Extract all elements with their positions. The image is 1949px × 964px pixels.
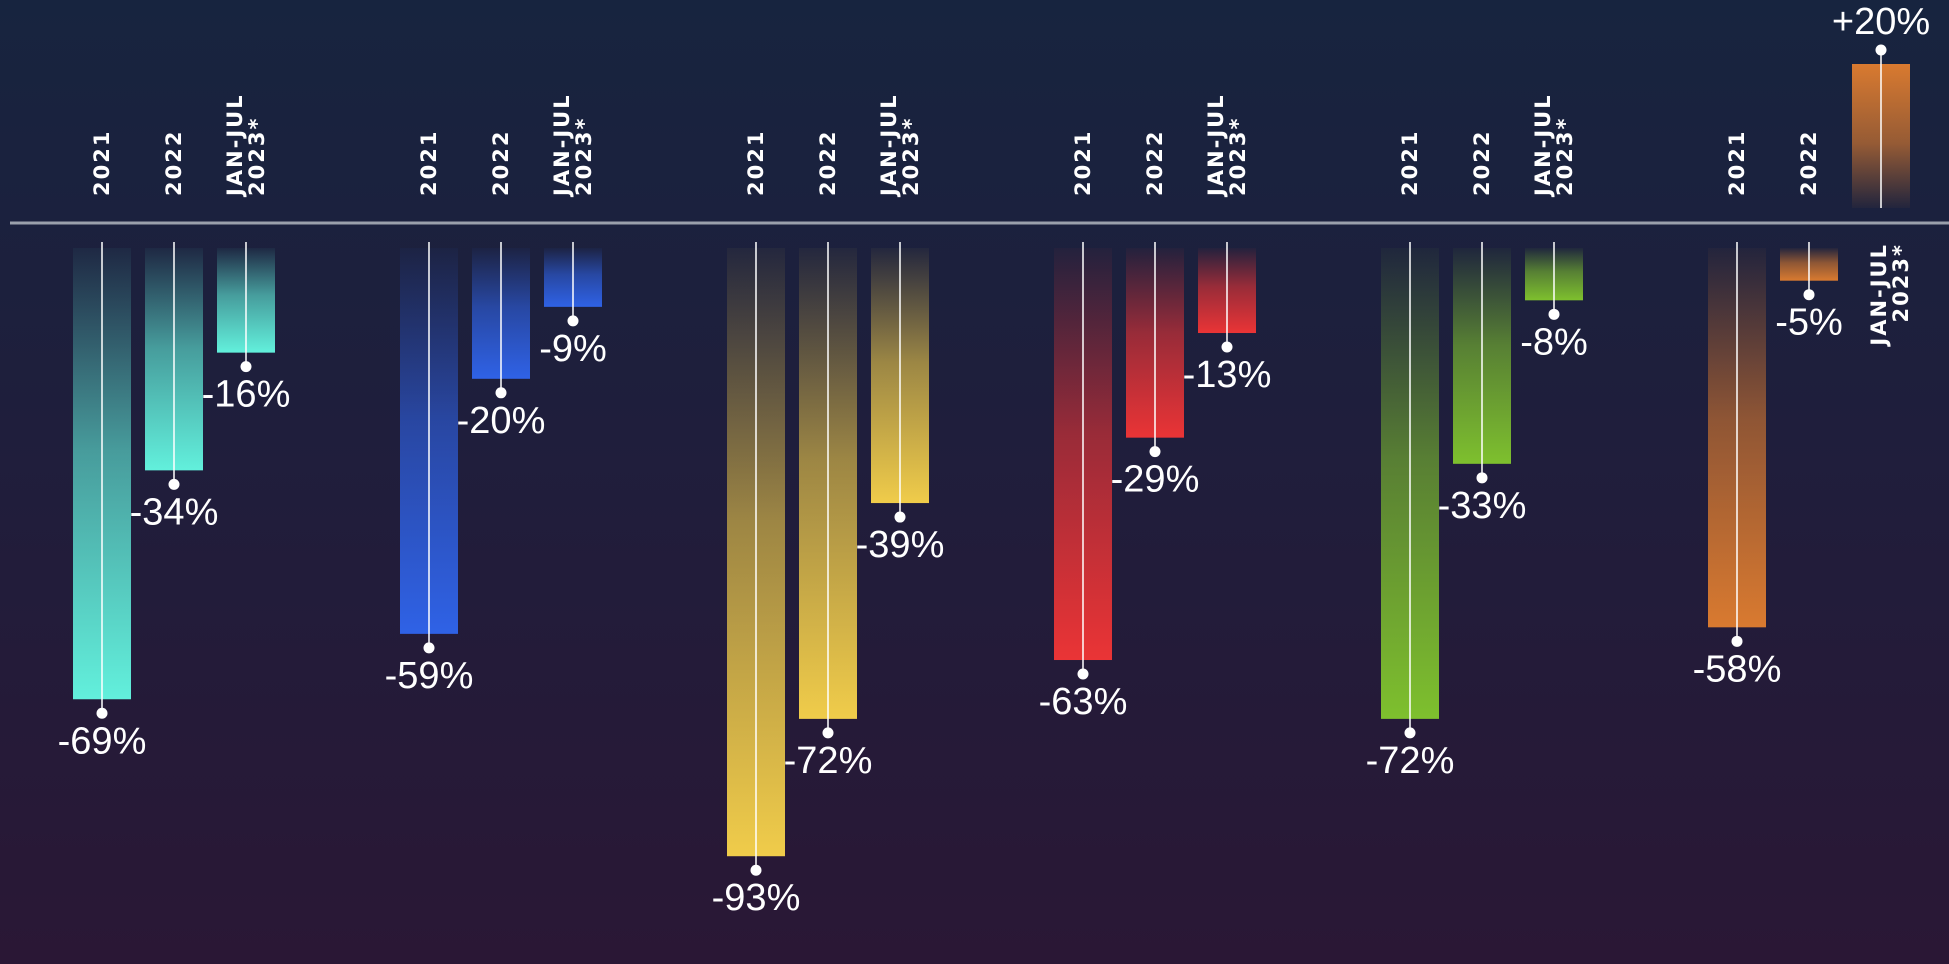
bar-end-dot [894, 511, 906, 523]
category-label: 2022 [162, 130, 186, 196]
category-label: 2021 [1398, 130, 1422, 196]
bar-end-dot [240, 361, 252, 373]
data-label: -16% [202, 374, 291, 416]
category-label: JAN-JUL2023* [223, 93, 269, 198]
data-label: -5% [1775, 302, 1843, 344]
category-label: JAN-JUL2023* [1531, 93, 1577, 198]
category-label: JAN-JUL2023* [1204, 93, 1250, 198]
data-label: +20% [1832, 1, 1930, 43]
category-label: JAN-JUL2023* [1867, 243, 1913, 348]
bar-end-dot [1476, 472, 1488, 484]
data-label: -33% [1438, 485, 1527, 527]
bar-end-dot [750, 864, 762, 876]
category-label: 2021 [1725, 130, 1749, 196]
category-label: 2022 [489, 130, 513, 196]
bar-end-dot [822, 727, 834, 739]
data-label: -93% [712, 877, 801, 919]
category-label: 2022 [816, 130, 840, 196]
data-label: -13% [1183, 354, 1272, 396]
data-label: -58% [1693, 648, 1782, 690]
category-label: 2021 [90, 130, 114, 196]
bar-end-dot [96, 707, 108, 719]
data-label: -59% [385, 655, 474, 697]
bar-end-dot [168, 478, 180, 490]
data-label: -69% [58, 720, 147, 762]
bar-end-dot [495, 387, 507, 399]
data-label: -29% [1111, 459, 1200, 501]
data-label: -20% [457, 400, 546, 442]
bar-end-dot [1077, 668, 1089, 680]
bar-end-dot [1548, 308, 1560, 320]
bar-end-dot [1149, 446, 1161, 458]
category-label: 2022 [1470, 130, 1494, 196]
data-label: -34% [130, 491, 219, 533]
data-label: -63% [1039, 681, 1128, 723]
bar-end-dot [1875, 44, 1887, 56]
bar-end-dot [1221, 341, 1233, 353]
bar-end-dot [1803, 289, 1815, 301]
data-label: -39% [856, 524, 945, 566]
category-label: 2021 [1071, 130, 1095, 196]
category-label: JAN-JUL2023* [550, 93, 596, 198]
category-label: 2021 [744, 130, 768, 196]
category-label: JAN-JUL2023* [877, 93, 923, 198]
bar-end-dot [567, 315, 579, 327]
category-label: 2022 [1143, 130, 1167, 196]
bar-end-dot [423, 642, 435, 654]
category-label: 2021 [417, 130, 441, 196]
data-label: -72% [1366, 740, 1455, 782]
data-label: -8% [1520, 321, 1588, 363]
bar-end-dot [1731, 635, 1743, 647]
category-label: 2022 [1797, 130, 1821, 196]
data-label: -72% [784, 740, 873, 782]
bar-end-dot [1404, 727, 1416, 739]
data-label: -9% [539, 328, 607, 370]
